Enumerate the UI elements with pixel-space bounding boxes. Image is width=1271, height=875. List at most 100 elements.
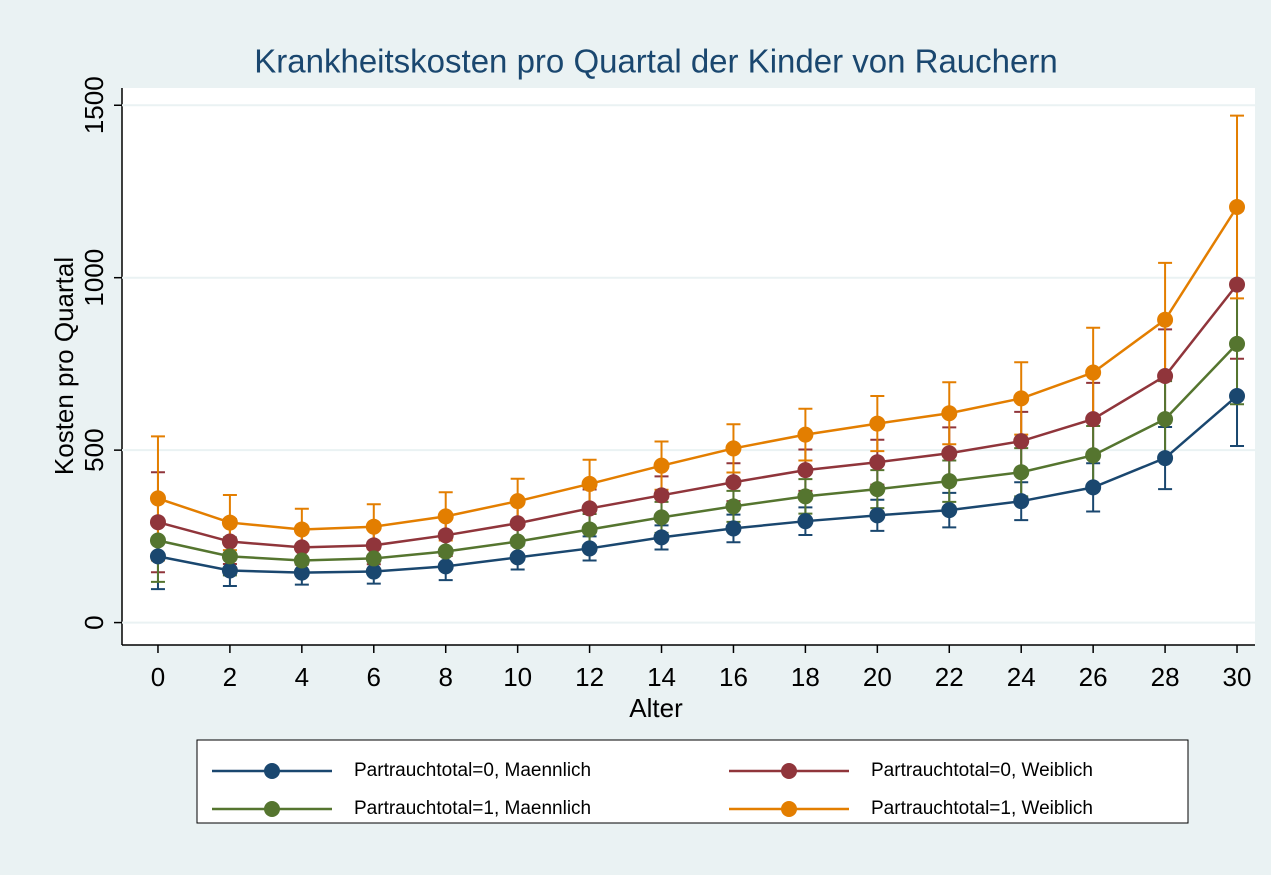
data-point xyxy=(581,540,598,557)
data-point xyxy=(941,445,958,462)
legend-marker xyxy=(781,763,797,779)
data-point xyxy=(1157,311,1174,328)
data-point xyxy=(437,527,454,544)
data-point xyxy=(293,564,310,581)
data-point xyxy=(293,552,310,569)
data-point xyxy=(653,509,670,526)
x-tick-label: 8 xyxy=(438,662,452,692)
data-point xyxy=(365,537,382,554)
data-point xyxy=(221,514,238,531)
x-axis-label: Alter xyxy=(629,693,683,723)
y-axis-label: Kosten pro Quartal xyxy=(49,257,79,475)
data-point xyxy=(725,474,742,491)
data-point xyxy=(581,500,598,517)
plot-area xyxy=(122,88,1255,645)
data-point xyxy=(365,563,382,580)
data-point xyxy=(797,426,814,443)
x-tick-label: 6 xyxy=(367,662,381,692)
data-point xyxy=(365,550,382,567)
x-tick-label: 30 xyxy=(1223,662,1252,692)
x-tick-label: 24 xyxy=(1007,662,1036,692)
data-point xyxy=(1013,464,1030,481)
legend-label: Partrauchtotal=1, Weiblich xyxy=(871,798,1093,819)
data-point xyxy=(653,457,670,474)
legend-label: Partrauchtotal=0, Weiblich xyxy=(871,760,1093,781)
data-point xyxy=(293,539,310,556)
y-tick-label: 500 xyxy=(79,428,109,471)
data-point xyxy=(1085,364,1102,381)
data-point xyxy=(221,548,238,565)
data-point xyxy=(221,562,238,579)
data-point xyxy=(1157,450,1174,467)
data-point xyxy=(509,533,526,550)
data-point xyxy=(221,533,238,550)
x-tick-label: 12 xyxy=(575,662,604,692)
data-point xyxy=(437,543,454,560)
data-point xyxy=(149,514,166,531)
data-point xyxy=(509,515,526,532)
series-line xyxy=(157,206,1239,531)
data-point xyxy=(653,487,670,504)
data-point xyxy=(149,490,166,507)
data-point xyxy=(1085,411,1102,428)
data-point xyxy=(869,481,886,498)
data-point xyxy=(725,440,742,457)
x-tick-label: 28 xyxy=(1151,662,1180,692)
data-point xyxy=(941,405,958,422)
data-point xyxy=(1013,433,1030,450)
data-point xyxy=(1013,390,1030,407)
data-point xyxy=(725,520,742,537)
x-tick-label: 22 xyxy=(935,662,964,692)
x-tick-label: 2 xyxy=(223,662,237,692)
legend-label: Partrauchtotal=0, Maennlich xyxy=(354,760,591,781)
y-tick-label: 0 xyxy=(79,615,109,629)
data-point xyxy=(941,502,958,519)
data-point xyxy=(1085,447,1102,464)
data-point xyxy=(1229,276,1246,293)
data-point xyxy=(1229,335,1246,352)
data-point xyxy=(869,454,886,471)
data-point xyxy=(1229,198,1246,215)
data-point xyxy=(797,488,814,505)
legend-marker xyxy=(264,801,280,817)
data-point xyxy=(581,475,598,492)
x-tick-label: 16 xyxy=(719,662,748,692)
x-tick-label: 10 xyxy=(503,662,532,692)
data-point xyxy=(509,493,526,510)
data-point xyxy=(797,513,814,530)
chart-title: Krankheitskosten pro Quartal der Kinder … xyxy=(254,43,1057,80)
data-point xyxy=(581,521,598,538)
x-tick-label: 26 xyxy=(1079,662,1108,692)
y-tick-label: 1000 xyxy=(79,249,109,307)
x-tick-label: 18 xyxy=(791,662,820,692)
series-line xyxy=(157,343,1238,562)
data-point xyxy=(509,549,526,566)
data-point xyxy=(869,415,886,432)
x-tick-label: 0 xyxy=(151,662,165,692)
x-tick-label: 14 xyxy=(647,662,676,692)
legend-marker xyxy=(264,763,280,779)
series-line xyxy=(157,283,1239,549)
y-tick-label: 1500 xyxy=(79,76,109,134)
data-point xyxy=(365,518,382,535)
data-point xyxy=(653,529,670,546)
data-point xyxy=(1085,479,1102,496)
data-point xyxy=(869,507,886,524)
data-point xyxy=(797,462,814,479)
data-point xyxy=(941,473,958,490)
data-point xyxy=(149,548,166,565)
series-line xyxy=(157,395,1238,574)
legend xyxy=(196,739,1189,824)
data-point xyxy=(1229,387,1246,404)
data-point xyxy=(149,532,166,549)
data-point xyxy=(293,521,310,538)
x-tick-label: 20 xyxy=(863,662,892,692)
data-point xyxy=(725,498,742,515)
data-point xyxy=(1157,367,1174,384)
x-tick-label: 4 xyxy=(295,662,309,692)
legend-label: Partrauchtotal=1, Maennlich xyxy=(354,798,591,819)
data-point xyxy=(1157,411,1174,428)
data-point xyxy=(437,558,454,575)
